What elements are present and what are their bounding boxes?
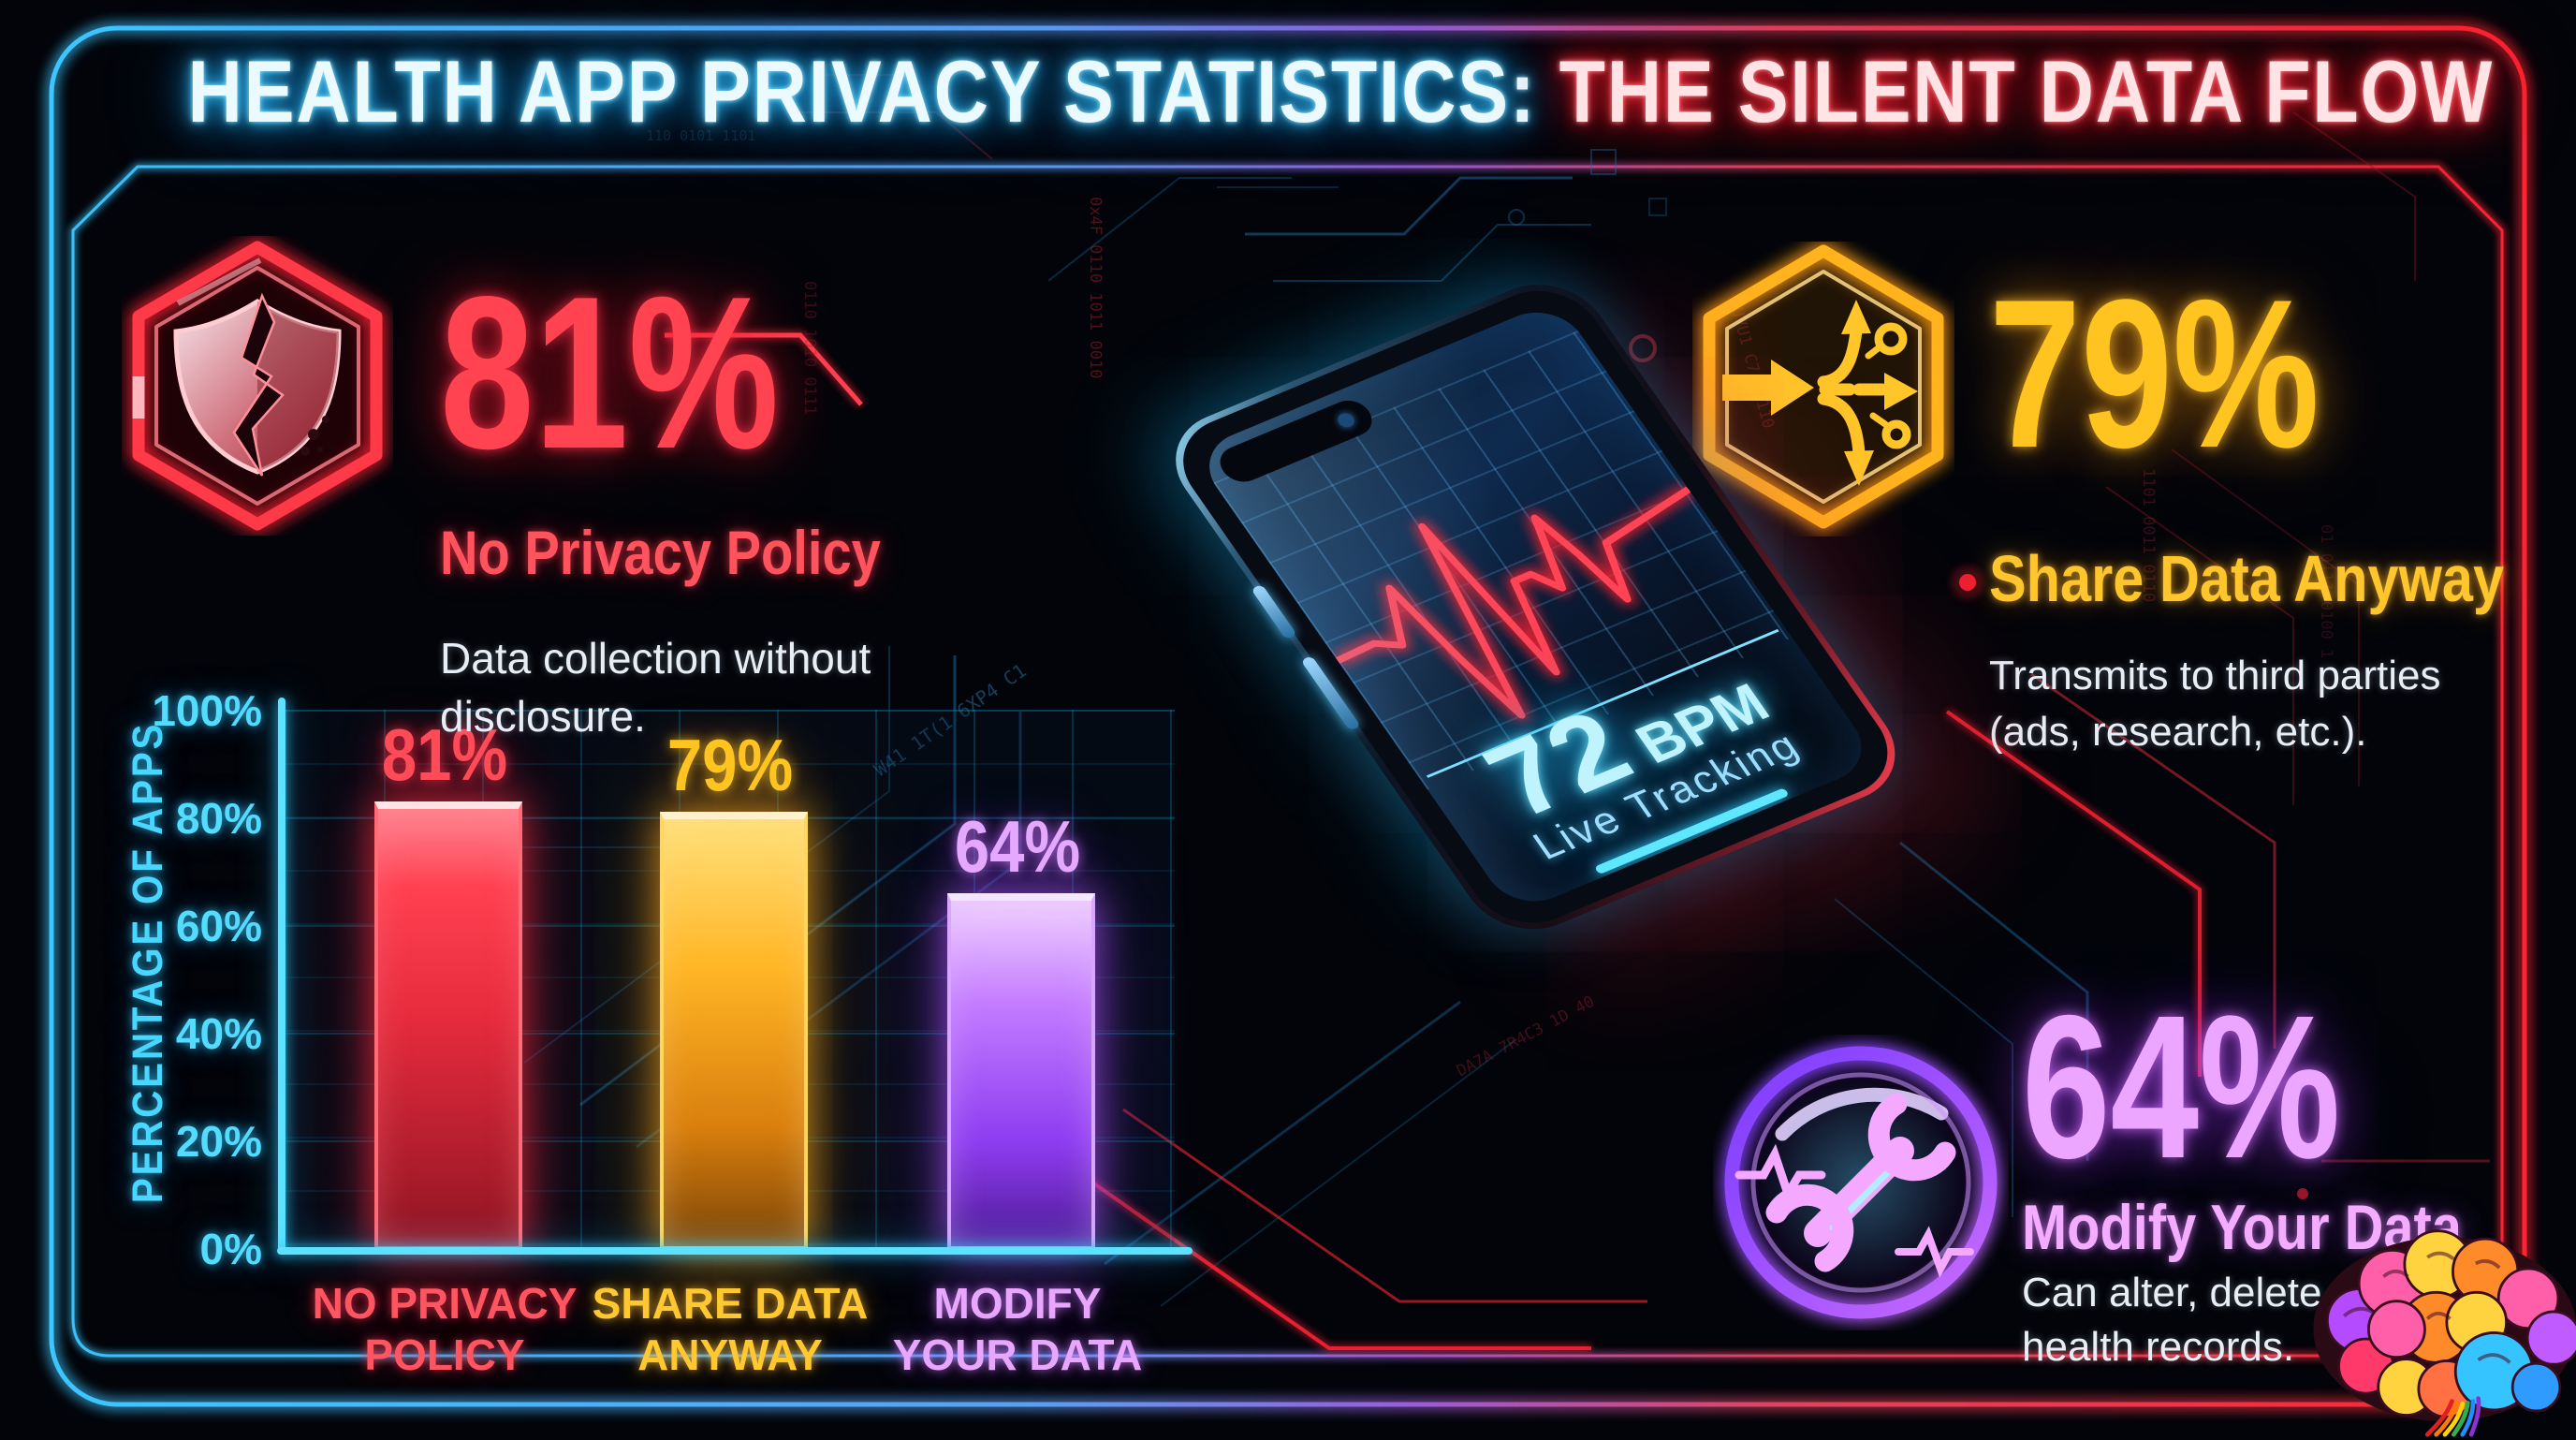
desc-line: disclosure.	[440, 692, 646, 741]
camera-icon	[1335, 411, 1358, 430]
title-part-red: THE SILENT DATA FLOW	[1536, 42, 2495, 140]
y-tick-60: 60%	[175, 902, 262, 950]
bar-0	[374, 801, 522, 1250]
desc-line: health records.	[2022, 1324, 2295, 1370]
stat-desc-no-privacy: Data collection without disclosure.	[440, 629, 871, 745]
blue-circuit-traces	[440, 149, 2089, 1307]
crack-bolt	[232, 292, 285, 477]
bar-1	[660, 812, 808, 1250]
stat-desc-share-data: Transmits to third parties (ads, researc…	[1989, 648, 2441, 760]
desc-line: Transmits to third parties	[1989, 653, 2441, 698]
y-tick-80: 80%	[175, 794, 262, 843]
bar-value-label-0: 81%	[381, 713, 508, 796]
code-snippet: DA7A 7R4C3 1D 40	[1454, 992, 1598, 1081]
outer-frame	[49, 25, 2527, 1407]
y-tick-20: 20%	[175, 1117, 262, 1166]
category-label-modify-data: MODIFY YOUR DATA	[892, 1279, 1143, 1379]
code-snippet: 1101 0011 0110	[2139, 468, 2158, 602]
y-tick-40: 40%	[175, 1009, 262, 1058]
phone-body: 72BPM Live Tracking	[1161, 274, 1910, 939]
desc-line: (ads, research, etc.).	[1989, 709, 2367, 755]
x-axis-line	[277, 1247, 1193, 1255]
wrench-heartbeat-icon	[1721, 1043, 2000, 1322]
stat-value-share-data: 79%	[1989, 255, 2320, 492]
category-label-no-privacy: NO PRIVACY POLICY	[312, 1279, 578, 1379]
y-tick-100: 100%	[152, 686, 262, 735]
code-snippet: 0110 1010 0111	[800, 281, 819, 415]
wrench-glyph	[1734, 1093, 1974, 1278]
bar-2	[947, 892, 1095, 1250]
brain-stem-strands	[2424, 1396, 2481, 1437]
stat-value-modify-data: 64%	[2022, 974, 2341, 1201]
code-snippet: 110 0101 1101	[646, 127, 755, 144]
crumble-specks	[300, 416, 329, 456]
y-tick-0: 0%	[199, 1225, 262, 1273]
red-circuit-traces	[786, 74, 2490, 1352]
y-axis-line	[278, 698, 285, 1254]
phone-screen: 72BPM Live Tracking	[1192, 300, 1880, 915]
stat-label-share-data: Share Data Anyway	[1989, 542, 2505, 615]
title-part-cyan: HEALTH APP PRIVACY STATISTICS:	[187, 42, 1537, 140]
brain-icon	[2313, 1229, 2576, 1437]
brain-lobes	[2313, 1229, 2576, 1422]
code-snippet: 0x4F 0110 1011 0010	[1086, 197, 1105, 378]
desc-line: Data collection without	[440, 634, 871, 683]
branch-arrows	[1722, 300, 1918, 486]
brain-swirls	[2342, 1251, 2511, 1364]
stat-label-no-privacy: No Privacy Policy	[440, 518, 881, 587]
smartphone: 72BPM Live Tracking	[1151, 267, 1920, 948]
ekg-waveform	[1333, 483, 1780, 779]
category-label-share-data: SHARE DATA ANYWAY	[592, 1279, 869, 1379]
code-snippet: 01 0111 0100 1	[2317, 524, 2335, 658]
bar-value-label-1: 79%	[666, 724, 794, 807]
bar-value-label-2: 64%	[954, 804, 1081, 888]
page-title: HEALTH APP PRIVACY STATISTICS: THE SILEN…	[0, 41, 2576, 142]
bar-chart-plot-area: 81% 79% 64%	[285, 710, 1175, 1250]
data-branch-icon	[1700, 242, 1947, 532]
cracked-shield-icon	[129, 238, 386, 534]
red-connector-line	[665, 332, 863, 406]
stat-value-no-privacy: 81%	[440, 252, 780, 494]
